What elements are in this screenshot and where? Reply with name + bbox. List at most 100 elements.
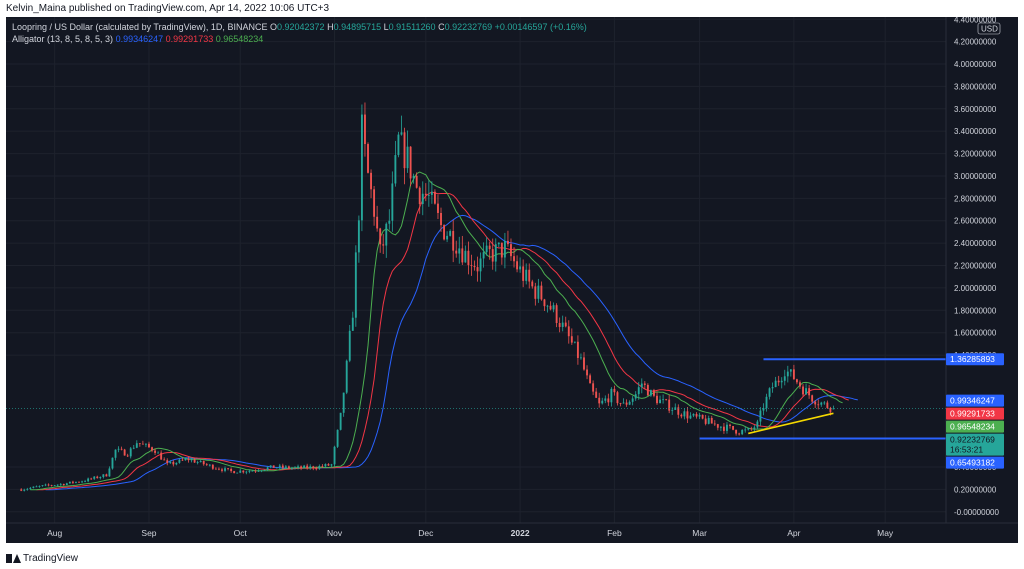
candle-body <box>306 465 309 469</box>
drawings[interactable] <box>6 358 946 440</box>
price-tick-label: -0.00000000 <box>954 508 999 517</box>
price-label-lips <box>946 420 1004 433</box>
candle-body <box>236 472 239 474</box>
candle-body <box>637 387 640 395</box>
candle-body <box>753 427 756 429</box>
candle-body <box>628 401 631 405</box>
time-tick-label: Nov <box>327 528 343 538</box>
legend-high: 0.94895715 <box>333 22 382 32</box>
candle-body <box>409 146 412 179</box>
currency-label: USD <box>981 25 998 34</box>
candle-body <box>163 459 166 461</box>
candle-body <box>631 398 634 402</box>
candle-body <box>376 216 379 229</box>
candle-body <box>795 379 798 383</box>
candle-body <box>105 474 108 477</box>
legend-jaw: 0.99346247 <box>115 34 164 44</box>
candle-body <box>394 155 397 184</box>
tradingview-logo[interactable]: TradingView <box>6 553 78 564</box>
candle-body <box>832 408 835 410</box>
candle-body <box>205 464 208 466</box>
candle-body <box>126 455 129 457</box>
legend-c-label: C <box>438 22 445 32</box>
candle-body <box>452 231 455 251</box>
candle-body <box>336 429 339 447</box>
candle-body <box>689 415 692 419</box>
chart-panel[interactable]: 4.40000000 4.20000000 4.00000000 3.80000000… <box>6 17 1018 543</box>
candle-body <box>287 466 290 469</box>
candle-body <box>449 231 452 236</box>
candle-body <box>604 398 607 401</box>
candle-body <box>656 395 658 404</box>
candle-body <box>354 252 357 318</box>
candle-body <box>729 424 731 426</box>
candle-body <box>318 465 321 469</box>
candle-body <box>184 458 187 461</box>
candle-body <box>634 394 637 399</box>
time-axis[interactable]: Aug Sep Oct Nov Dec 2022 Feb Mar Apr May <box>6 522 1018 538</box>
legend-l-label: L <box>383 22 389 32</box>
candle-body <box>254 470 257 472</box>
candle-body <box>722 426 725 431</box>
candle-body <box>692 413 695 416</box>
candle-body <box>214 468 217 470</box>
candle-body <box>653 390 655 396</box>
candle-body <box>561 322 564 327</box>
candle-body <box>713 423 716 425</box>
candle-body <box>20 489 23 491</box>
candle-body <box>248 470 251 472</box>
candle-body <box>437 203 439 213</box>
candle-body <box>218 468 220 470</box>
candle-body <box>680 414 683 417</box>
candle-body <box>38 486 41 487</box>
candle-body <box>242 470 245 473</box>
candle-body <box>294 467 296 469</box>
candle-body <box>780 380 783 383</box>
candle-body <box>662 399 665 401</box>
trend-line <box>748 412 834 435</box>
price-tick-label: 1.80000000 <box>954 306 997 315</box>
candle-body <box>397 134 400 156</box>
candle-body <box>208 464 211 466</box>
legend-symbol: Loopring / US Dollar (calculated by Trad… <box>12 22 268 32</box>
chart-legend: Loopring / US Dollar (calculated by Trad… <box>12 21 587 45</box>
candle-body <box>424 193 427 196</box>
price-axis[interactable]: 4.40000000 4.20000000 4.00000000 3.80000000… <box>945 17 1001 523</box>
candle-body <box>154 450 157 453</box>
alligator-lips-line <box>30 171 843 491</box>
candle-body <box>765 396 768 409</box>
candle-body <box>646 384 649 396</box>
candle-body <box>59 483 62 485</box>
candle-body <box>178 459 181 463</box>
candle-body <box>202 460 205 465</box>
candle-body <box>81 481 83 483</box>
candle-body <box>418 187 421 205</box>
candle-body <box>738 433 741 435</box>
alligator-jaw-line <box>45 214 858 491</box>
candle-body <box>516 261 519 270</box>
candle-body <box>90 478 93 480</box>
candle-body <box>555 305 558 324</box>
legend-open: 0.92042372 <box>276 22 325 32</box>
candle-body <box>823 402 826 404</box>
candle-body <box>47 484 50 486</box>
candle-body <box>811 395 814 402</box>
price-chart[interactable]: 4.40000000 4.20000000 4.00000000 3.80000000… <box>6 17 1018 543</box>
candle-body <box>391 183 394 221</box>
candle-body <box>324 464 327 467</box>
candle-body <box>360 114 363 221</box>
candle-body <box>583 357 585 370</box>
candle-body <box>32 486 35 488</box>
candle-body <box>263 469 266 471</box>
candle-body <box>327 464 330 466</box>
candle-body <box>430 191 433 195</box>
candle-body <box>342 392 345 413</box>
candle-body <box>528 269 531 282</box>
candle-body <box>129 448 132 457</box>
price-label-text-resistance: 1.36285893 <box>950 354 995 364</box>
legend-symbol-row: Loopring / US Dollar (calculated by Trad… <box>12 21 587 33</box>
candle-body <box>552 305 555 310</box>
legend-close: 0.92232769 <box>444 22 493 32</box>
alligator-indicator <box>30 171 858 491</box>
time-tick-label: Oct <box>234 528 248 538</box>
